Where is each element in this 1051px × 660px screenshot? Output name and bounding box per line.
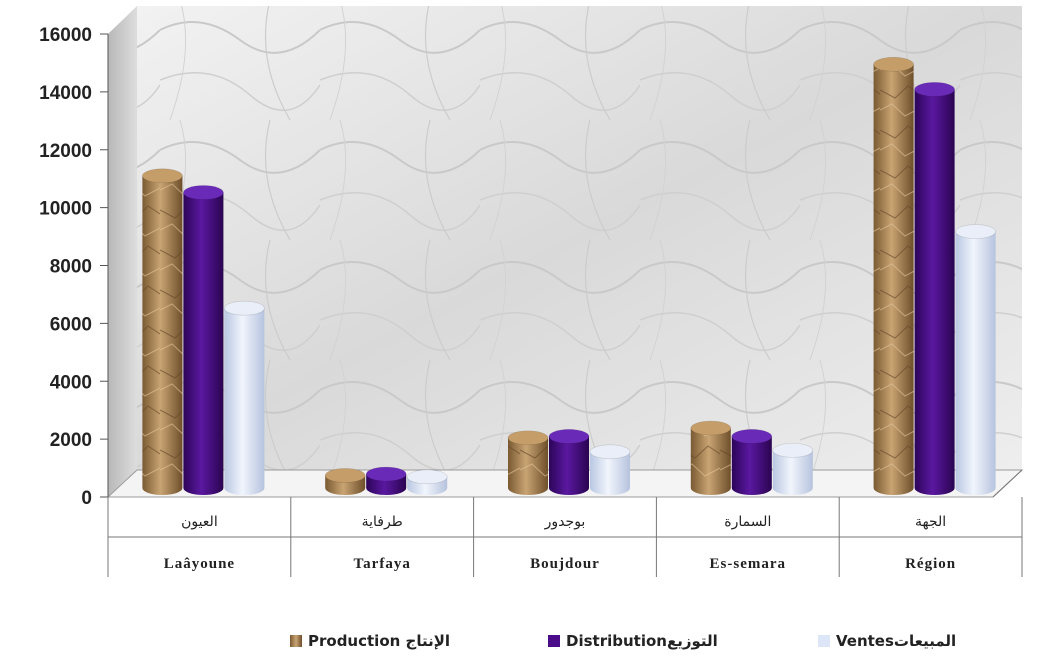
legend: Production الإنتاج Distributionالتوزيع V… [0,632,1051,656]
y-tick-label: 4000 [50,372,92,393]
bar-distribution-0 [183,185,224,495]
y-tick-label: 8000 [50,257,92,278]
bars-layer [142,57,996,495]
y-tick-label: 14000 [39,83,92,104]
bar-distribution-2 [548,429,590,495]
category-table [107,469,1023,577]
side-wall [108,6,137,497]
bar-distribution-4 [914,82,955,495]
y-tick-label: 12000 [39,141,92,162]
bar-production-4 [873,57,914,495]
y-tick-label: 2000 [50,430,92,451]
bar-production-1 [324,468,366,495]
bar-ventes-0 [224,300,265,495]
category-label-ar-1: طرفاية [362,514,403,530]
category-label-ar-0: العيون [181,514,218,530]
legend-label-ventes: Ventesالمبيعات [836,632,957,650]
bar-ventes-2 [589,444,631,495]
category-label-ar-2: بوجدور [544,514,586,530]
category-label-ar-4: الجهة [915,514,946,530]
legend-label-production: Production الإنتاج [308,632,451,650]
bar-ventes-1 [406,469,448,495]
legend-label-distribution: Distributionالتوزيع [566,632,718,650]
y-tick-label: 16000 [39,25,92,46]
bar-production-3 [690,420,732,495]
category-label-fr-4: Région [905,556,956,572]
table-line-floor [992,469,1023,498]
bar-distribution-3 [731,429,773,495]
category-label-fr-1: Tarfaya [354,556,411,572]
category-label-fr-2: Boujdour [530,556,600,572]
bar-production-2 [507,430,549,495]
legend-item-ventes: Ventesالمبيعات [818,632,956,650]
category-label-fr-3: Es-semara [710,556,787,572]
legend-swatch-ventes [818,635,830,647]
bar-distribution-1 [365,466,407,495]
bar-ventes-3 [772,443,814,495]
category-label-fr-0: Laâyoune [164,556,235,572]
legend-swatch-distribution [548,635,560,647]
bar-ventes-4 [955,224,996,495]
y-tick-label: 6000 [50,314,92,335]
y-tick-label: 0 [81,488,92,509]
legend-item-production: Production الإنتاج [290,632,450,650]
legend-swatch-production [290,635,302,647]
bar-production-0 [142,168,183,495]
y-tick-label: 10000 [39,199,92,220]
category-label-ar-3: السمارة [724,514,771,530]
y-axis: 0 2000 4000 6000 8000 10000 12000 14000 16000 [39,25,109,509]
bar-chart: 0 2000 4000 6000 8000 10000 12000 14000 16000 ال… [39,6,1024,577]
legend-item-distribution: Distributionالتوزيع [548,632,718,650]
category-labels: العيون Laâyoune طرفاية Tarfaya بوجدور Boujdou… [164,497,956,577]
